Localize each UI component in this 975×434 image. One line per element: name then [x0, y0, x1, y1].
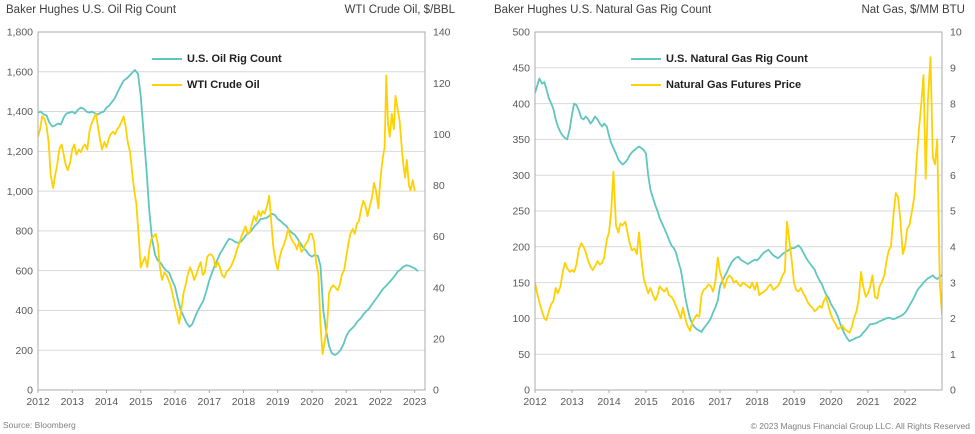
svg-text:5: 5 [950, 206, 956, 218]
oil-right-axis-title: WTI Crude Oil, $/BBL [344, 4, 455, 16]
oil-chart-header: Baker Hughes U.S. Oil Rig Count WTI Crud… [6, 4, 455, 16]
legend-item-gas-rig-count: U.S. Natural Gas Rig Count [631, 46, 808, 72]
legend-label: U.S. Natural Gas Rig Count [666, 53, 808, 65]
gold-line-swatch-icon [631, 84, 661, 86]
svg-text:9: 9 [950, 62, 956, 74]
oil-chart-panel: Baker Hughes U.S. Oil Rig Count WTI Crud… [0, 0, 487, 434]
svg-text:2014: 2014 [95, 396, 119, 408]
svg-text:600: 600 [15, 265, 33, 277]
legend-item-gas-futures: Natural Gas Futures Price [631, 72, 808, 98]
svg-text:450: 450 [512, 62, 530, 74]
gas-chart-header: Baker Hughes U.S. Natural Gas Rig Count … [494, 4, 965, 16]
gold-line-swatch-icon [152, 84, 182, 86]
svg-text:2020: 2020 [300, 396, 324, 408]
svg-text:150: 150 [512, 277, 530, 289]
svg-text:2018: 2018 [745, 396, 769, 408]
svg-text:0: 0 [524, 385, 530, 397]
svg-text:10: 10 [950, 27, 962, 39]
oil-chart-legend: U.S. Oil Rig Count WTI Crude Oil [152, 46, 282, 98]
svg-text:2018: 2018 [232, 396, 256, 408]
svg-text:0: 0 [950, 385, 956, 397]
svg-text:2013: 2013 [61, 396, 85, 408]
source-note: Source: Bloomberg [3, 420, 76, 430]
svg-text:4: 4 [950, 241, 956, 253]
svg-text:2021: 2021 [856, 396, 880, 408]
teal-line-swatch-icon [152, 58, 182, 60]
svg-text:2016: 2016 [163, 396, 187, 408]
svg-text:20: 20 [433, 334, 445, 346]
svg-text:1,600: 1,600 [7, 66, 33, 78]
svg-text:2023: 2023 [403, 396, 427, 408]
gas-chart-canvas: 0 50 100 150 200 250 300 350 400 450 500 0 1 2 3 4 5 6 7 8 9… [512, 27, 962, 408]
gas-chart-legend: U.S. Natural Gas Rig Count Natural Gas F… [631, 46, 808, 98]
svg-text:2021: 2021 [335, 396, 359, 408]
copyright-note: © 2023 Magnus Financial Group LLC. All R… [750, 421, 970, 431]
svg-text:2: 2 [950, 313, 956, 325]
svg-text:2012: 2012 [26, 396, 50, 408]
svg-text:250: 250 [512, 206, 530, 218]
svg-text:400: 400 [15, 305, 33, 317]
oil-chart-title: Baker Hughes U.S. Oil Rig Count [6, 4, 177, 16]
svg-text:60: 60 [433, 231, 445, 243]
svg-text:8: 8 [950, 98, 956, 110]
svg-text:6: 6 [950, 170, 956, 182]
svg-text:2012: 2012 [523, 396, 547, 408]
svg-text:0: 0 [27, 385, 33, 397]
legend-label: WTI Crude Oil [187, 79, 260, 91]
svg-text:50: 50 [518, 349, 530, 361]
svg-text:2019: 2019 [782, 396, 806, 408]
svg-text:140: 140 [433, 27, 451, 39]
oil-chart-canvas: 02004006008001,0001,2001,4001,6001,80002… [7, 27, 451, 408]
legend-item-wti-crude: WTI Crude Oil [152, 72, 282, 98]
svg-text:300: 300 [512, 170, 530, 182]
teal-line-swatch-icon [631, 58, 661, 60]
svg-text:1,200: 1,200 [7, 146, 33, 158]
svg-text:100: 100 [433, 129, 451, 141]
svg-text:2015: 2015 [634, 396, 658, 408]
svg-text:1,000: 1,000 [7, 186, 33, 198]
legend-label: U.S. Oil Rig Count [187, 53, 282, 65]
svg-text:400: 400 [512, 98, 530, 110]
svg-text:2022: 2022 [369, 396, 393, 408]
legend-item-oil-rig-count: U.S. Oil Rig Count [152, 46, 282, 72]
svg-text:2019: 2019 [266, 396, 290, 408]
svg-text:2017: 2017 [708, 396, 732, 408]
gas-chart-title: Baker Hughes U.S. Natural Gas Rig Count [494, 4, 712, 16]
svg-text:0: 0 [433, 385, 439, 397]
gas-chart-panel: Baker Hughes U.S. Natural Gas Rig Count … [488, 0, 975, 434]
svg-text:200: 200 [512, 241, 530, 253]
svg-text:3: 3 [950, 277, 956, 289]
svg-text:2013: 2013 [560, 396, 584, 408]
svg-text:2017: 2017 [198, 396, 222, 408]
gas-right-axis-title: Nat Gas, $/MM BTU [861, 4, 965, 16]
svg-text:800: 800 [15, 226, 33, 238]
svg-text:100: 100 [512, 313, 530, 325]
svg-text:350: 350 [512, 134, 530, 146]
svg-text:2020: 2020 [819, 396, 843, 408]
svg-text:7: 7 [950, 134, 956, 146]
svg-text:200: 200 [15, 345, 33, 357]
svg-text:2016: 2016 [671, 396, 695, 408]
svg-text:2022: 2022 [893, 396, 917, 408]
svg-text:40: 40 [433, 282, 445, 294]
svg-text:500: 500 [512, 27, 530, 39]
svg-text:1: 1 [950, 349, 956, 361]
svg-text:2015: 2015 [129, 396, 153, 408]
svg-text:120: 120 [433, 78, 451, 90]
legend-label: Natural Gas Futures Price [666, 79, 802, 91]
svg-text:1,800: 1,800 [7, 27, 33, 39]
svg-text:80: 80 [433, 180, 445, 192]
svg-text:1,400: 1,400 [7, 106, 33, 118]
svg-text:2014: 2014 [597, 396, 621, 408]
